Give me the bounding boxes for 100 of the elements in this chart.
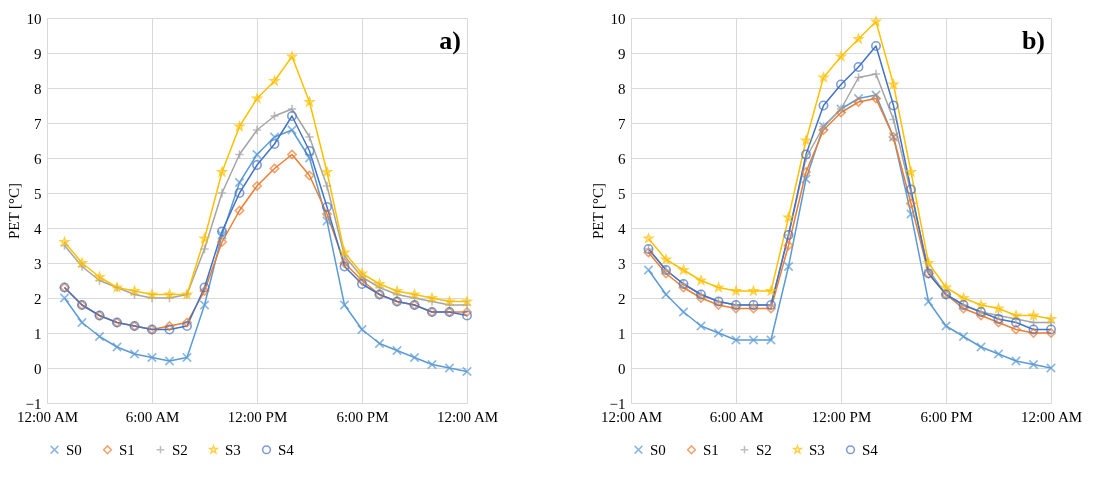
point — [269, 139, 280, 149]
point — [696, 321, 706, 331]
point — [252, 181, 262, 191]
point — [182, 352, 192, 363]
point — [643, 233, 654, 243]
point — [906, 209, 916, 219]
x-tick-label: 6:00 PM — [920, 408, 973, 425]
y-tick-label: 7 — [618, 115, 626, 132]
y-tick-label: 4 — [34, 220, 42, 237]
x-tick-label: 12:00 AM — [1020, 408, 1083, 425]
x-tick-label: 12:00 PM — [811, 408, 872, 425]
point — [801, 149, 811, 160]
point — [678, 307, 689, 317]
point — [801, 167, 811, 177]
point — [713, 328, 724, 338]
point — [409, 352, 420, 363]
point — [958, 331, 969, 342]
point — [871, 93, 881, 104]
y-tick-label: 5 — [34, 185, 42, 202]
y-tick-label: 7 — [34, 115, 42, 132]
point — [1011, 356, 1021, 366]
legend-label: S2 — [172, 441, 188, 458]
point — [661, 268, 671, 279]
point — [923, 296, 934, 307]
point — [713, 282, 724, 292]
point — [766, 335, 776, 345]
point — [748, 303, 759, 314]
point — [339, 247, 350, 257]
point — [217, 188, 227, 198]
point — [906, 184, 916, 195]
legend-label: S0 — [650, 441, 666, 458]
point — [643, 265, 654, 275]
point — [853, 93, 864, 104]
point — [112, 342, 122, 352]
point — [234, 121, 245, 131]
point — [1046, 328, 1056, 338]
point — [339, 300, 350, 310]
point — [1011, 324, 1021, 335]
y-tick-label: 10 — [610, 10, 626, 27]
y-tick-label: 1 — [618, 325, 626, 342]
y-tick-label: 9 — [34, 45, 42, 62]
point — [871, 90, 881, 100]
point — [906, 198, 916, 209]
y-axis-title: PET [°C] — [589, 182, 606, 240]
point — [147, 352, 157, 363]
annotation: a) — [439, 26, 461, 55]
point — [731, 303, 741, 314]
point — [199, 233, 210, 243]
point — [783, 212, 794, 222]
legend-label: S4 — [862, 441, 879, 458]
y-tick-label: 0 — [34, 360, 42, 377]
point — [129, 349, 140, 359]
y-tick-label: 8 — [618, 80, 626, 97]
point — [993, 303, 1004, 313]
point — [304, 170, 315, 181]
point — [252, 125, 262, 135]
point — [77, 317, 87, 328]
point — [661, 289, 671, 300]
x-tick-label: 12:00 PM — [227, 408, 288, 425]
point — [748, 335, 759, 345]
point — [818, 125, 829, 135]
point — [94, 331, 105, 342]
point — [818, 100, 829, 111]
point — [164, 356, 175, 366]
point — [374, 338, 385, 349]
annotation: b) — [1021, 26, 1045, 55]
point — [339, 261, 350, 272]
point — [462, 366, 472, 377]
point — [783, 261, 794, 272]
point — [304, 153, 315, 163]
point — [766, 303, 776, 314]
y-axis-title: PET [°C] — [5, 182, 22, 240]
y-tick-label: 2 — [618, 290, 626, 307]
point — [993, 349, 1004, 359]
point — [269, 163, 280, 174]
legend-label: S2 — [756, 441, 772, 458]
point — [836, 79, 846, 90]
point — [287, 149, 297, 160]
y-tick-label: 8 — [34, 80, 42, 97]
y-tick-label: 10 — [26, 10, 42, 27]
point — [1028, 310, 1039, 320]
y-tick-label: 1 — [34, 325, 42, 342]
point — [164, 289, 175, 299]
y-tick-label: 6 — [34, 150, 42, 167]
point — [818, 72, 829, 82]
point — [871, 69, 881, 79]
point — [182, 317, 192, 328]
point — [287, 125, 297, 135]
point — [339, 258, 350, 268]
point — [696, 293, 706, 303]
y-tick-label: 5 — [618, 185, 626, 202]
point — [217, 226, 227, 237]
point — [357, 279, 367, 289]
point — [217, 237, 227, 247]
legend-label: S1 — [119, 441, 135, 458]
x-tick-label: 6:00 AM — [125, 408, 180, 425]
point — [993, 314, 1004, 324]
legend-label: S4 — [278, 441, 295, 458]
point — [392, 345, 402, 356]
point — [1028, 359, 1039, 370]
